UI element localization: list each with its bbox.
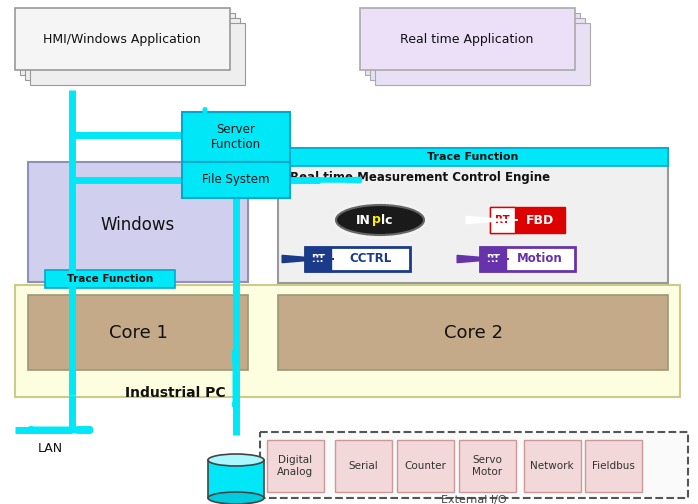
Text: Core 1: Core 1 <box>109 324 168 342</box>
Text: Server
Function: Server Function <box>211 123 261 151</box>
Text: RT: RT <box>486 254 500 264</box>
Text: Real time Application: Real time Application <box>401 32 534 45</box>
Text: Counter: Counter <box>404 461 446 471</box>
Text: Core 2: Core 2 <box>443 324 503 342</box>
Text: CCTRL: CCTRL <box>349 253 391 266</box>
Text: FBD: FBD <box>526 214 554 226</box>
Bar <box>370 18 585 80</box>
Text: Industrial PC: Industrial PC <box>125 386 225 400</box>
Bar <box>365 13 580 75</box>
Text: Windows: Windows <box>101 216 175 234</box>
Bar <box>397 440 454 492</box>
Ellipse shape <box>208 454 264 466</box>
Text: External I/O: External I/O <box>441 495 507 504</box>
Bar <box>490 207 515 233</box>
Text: HMI/Windows Application: HMI/Windows Application <box>43 32 201 45</box>
Bar <box>305 247 410 271</box>
Bar <box>490 207 565 233</box>
Text: RT: RT <box>311 254 325 264</box>
Text: Real time Measurement Control Engine: Real time Measurement Control Engine <box>290 170 550 183</box>
Bar <box>278 148 668 283</box>
Bar <box>20 13 235 75</box>
Bar <box>15 8 230 70</box>
Bar <box>360 8 575 70</box>
Bar <box>335 440 392 492</box>
Bar <box>15 285 680 397</box>
Text: Motion: Motion <box>517 253 563 266</box>
Bar <box>28 162 248 282</box>
Text: File System: File System <box>202 173 269 186</box>
Text: RT: RT <box>495 215 510 225</box>
Text: lc: lc <box>381 214 393 226</box>
Bar <box>585 440 642 492</box>
Bar <box>260 432 688 498</box>
Ellipse shape <box>208 492 264 504</box>
Text: Trace Function: Trace Function <box>67 274 153 284</box>
Bar <box>459 440 516 492</box>
Bar <box>30 23 245 85</box>
Bar <box>278 148 668 166</box>
Text: LAN: LAN <box>38 442 63 455</box>
Text: Trace Function: Trace Function <box>427 152 519 162</box>
Bar <box>208 460 264 498</box>
Text: Network: Network <box>530 461 574 471</box>
Bar <box>182 162 290 198</box>
Text: Fieldbus: Fieldbus <box>592 461 634 471</box>
Bar <box>25 18 240 80</box>
Text: Digital
Analog: Digital Analog <box>277 455 313 477</box>
Bar <box>305 247 331 271</box>
Text: p: p <box>371 214 380 226</box>
Bar <box>45 270 175 288</box>
Bar <box>480 247 575 271</box>
Bar <box>182 112 290 162</box>
Bar <box>524 440 581 492</box>
Bar <box>28 295 248 370</box>
Text: Servo
Motor: Servo Motor <box>472 455 502 477</box>
Text: IN: IN <box>355 214 371 226</box>
Text: Serial: Serial <box>348 461 378 471</box>
Ellipse shape <box>336 205 424 235</box>
Bar <box>278 295 668 370</box>
Bar <box>480 247 506 271</box>
Bar <box>267 440 324 492</box>
Bar <box>375 23 590 85</box>
